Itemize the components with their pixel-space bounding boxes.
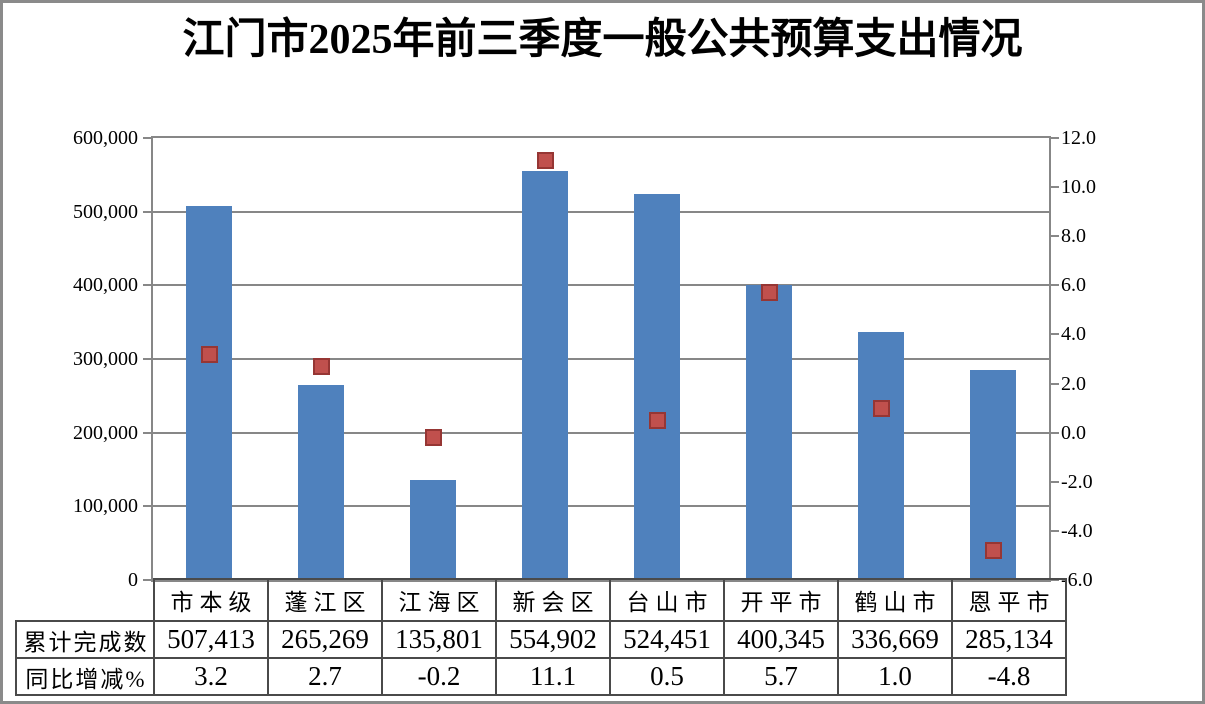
value-cell: 3.2: [153, 657, 269, 696]
marker-江海区: [424, 429, 442, 447]
left-axis-tick: [143, 579, 151, 581]
left-axis-tick-label: 500,000: [73, 200, 138, 223]
bar-台山市: [634, 193, 680, 580]
marker-恩平市: [984, 542, 1002, 560]
right-axis-tick-label: -6.0: [1061, 569, 1093, 591]
marker-市本级: [200, 345, 218, 363]
category-cell: 新会区: [495, 578, 611, 622]
left-axis-tick-label: 100,000: [73, 495, 138, 518]
left-axis-tick-label: 200,000: [73, 421, 138, 444]
value-cell: 5.7: [723, 657, 839, 696]
left-axis-tick: [143, 358, 151, 360]
table-corner-blank: [16, 579, 154, 621]
percent-row: 同比增减% 3.2 2.7 -0.2 11.1 0.5 5.7 1.0 -4.8: [15, 657, 1067, 696]
right-axis-tick: [1051, 333, 1059, 336]
value-cell: 2.7: [267, 657, 383, 696]
left-axis-tick: [143, 431, 151, 434]
value-cell: 285,134: [951, 620, 1067, 659]
category-cell: 台山市: [609, 578, 725, 622]
marker-台山市: [648, 411, 666, 429]
right-axis-tick-label: -4.0: [1061, 519, 1093, 542]
gridline: [153, 431, 1049, 434]
right-axis-tick-label: 0.0: [1061, 421, 1086, 444]
bar-江海区: [410, 479, 456, 580]
value-cell: 11.1: [495, 657, 611, 696]
marker-鹤山市: [872, 399, 890, 417]
left-axis-tick-label: 400,000: [73, 274, 138, 297]
marker-新会区: [536, 151, 554, 169]
value-cell: 336,669: [837, 620, 953, 659]
value-cell: 135,801: [381, 620, 497, 659]
bar-鹤山市: [858, 331, 904, 580]
left-axis-tick: [143, 284, 151, 287]
values-row: 累计完成数 507,413 265,269 135,801 554,902 524,451…: [15, 620, 1067, 659]
left-axis-tick: [143, 505, 151, 508]
right-axis-tick-label: 2.0: [1061, 372, 1086, 395]
right-axis-tick: [1051, 284, 1059, 287]
right-axis-tick-label: 6.0: [1061, 274, 1086, 297]
right-axis-tick: [1051, 480, 1059, 483]
right-axis-tick: [1051, 235, 1059, 238]
marker-开平市: [760, 284, 778, 302]
category-cell: 蓬江区: [267, 578, 383, 622]
bar-市本级: [186, 206, 232, 580]
category-cell: 鹤山市: [837, 578, 953, 622]
value-cell: 0.5: [609, 657, 725, 696]
row-header: 累计完成数: [15, 620, 155, 659]
gridline: [153, 284, 1049, 287]
category-cell: 恩平市: [951, 578, 1067, 622]
value-cell: -4.8: [951, 657, 1067, 696]
bar-开平市: [746, 285, 792, 580]
bar-新会区: [522, 171, 568, 580]
chart-title: 江门市2025年前三季度一般公共预算支出情况: [182, 17, 1023, 63]
data-table: 市本级 蓬江区 江海区 新会区 台山市 开平市 鹤山市 恩平市 累计完成数 507,413 265,…: [15, 578, 1067, 696]
category-cell: 市本级: [153, 578, 269, 622]
category-cell: 江海区: [381, 578, 497, 622]
value-cell: 1.0: [837, 657, 953, 696]
category-cell: 开平市: [723, 578, 839, 622]
bar-蓬江区: [298, 384, 344, 580]
value-cell: 507,413: [153, 620, 269, 659]
right-axis-tick-label: 12.0: [1061, 127, 1096, 149]
marker-蓬江区: [312, 357, 330, 375]
right-axis-tick: [1051, 137, 1059, 139]
right-axis-tick-label: -2.0: [1061, 470, 1093, 493]
gridline: [153, 358, 1049, 360]
left-axis-tick: [143, 137, 151, 139]
value-cell: 265,269: [267, 620, 383, 659]
value-cell: 400,345: [723, 620, 839, 659]
left-axis-tick: [143, 210, 151, 213]
value-cell: 554,902: [495, 620, 611, 659]
plot-area: [143, 136, 1059, 582]
right-axis-tick: [1051, 382, 1059, 385]
right-axis-tick: [1051, 431, 1059, 434]
gridline: [153, 210, 1049, 213]
right-axis-tick: [1051, 529, 1059, 532]
value-cell: 524,451: [609, 620, 725, 659]
right-axis-tick-label: 8.0: [1061, 225, 1086, 248]
left-axis-tick-label: 300,000: [73, 348, 138, 370]
right-axis-tick: [1051, 186, 1059, 189]
right-axis-tick-label: 4.0: [1061, 323, 1086, 346]
right-axis-tick-label: 10.0: [1061, 176, 1096, 199]
left-axis-tick-label: 0: [128, 569, 138, 591]
left-axis-tick-label: 600,000: [73, 127, 138, 149]
value-cell: -0.2: [381, 657, 497, 696]
gridline: [153, 505, 1049, 508]
category-row: 市本级 蓬江区 江海区 新会区 台山市 开平市 鹤山市 恩平市: [16, 578, 1067, 622]
row-header: 同比增减%: [15, 657, 155, 696]
